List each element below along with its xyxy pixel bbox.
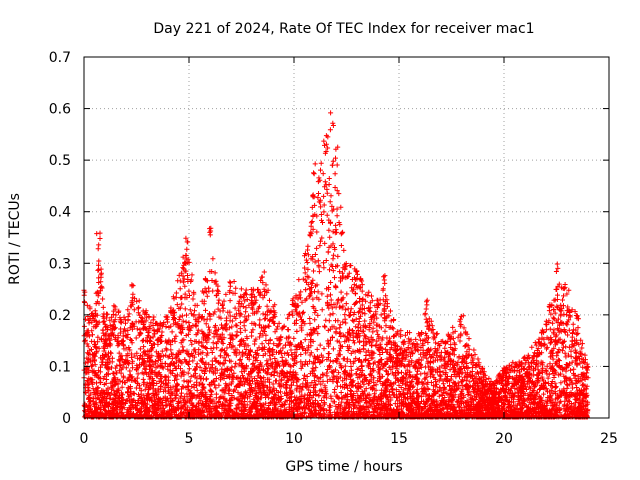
x-axis-label: GPS time / hours	[285, 459, 402, 475]
x-tick-label: 20	[495, 431, 513, 447]
y-tick-label: 0.4	[49, 205, 71, 221]
y-tick-label: 0.2	[49, 308, 71, 324]
y-tick-label: 0	[62, 411, 71, 427]
y-axis-label: ROTI / TECUs	[7, 193, 23, 285]
y-tick-label: 0.5	[49, 153, 71, 169]
axis-ticks: 0 5 10 15 20 25 0 0.1 0.2 0.3 0.4 0.5 0.6 0.7	[49, 50, 618, 447]
x-tick-label: 0	[80, 431, 89, 447]
y-tick-label: 0.6	[49, 102, 71, 118]
x-tick-label: 5	[185, 431, 194, 447]
y-tick-label: 0.1	[49, 359, 71, 375]
data-points	[81, 110, 591, 420]
y-tick-label: 0.7	[49, 50, 71, 66]
x-tick-label: 10	[285, 431, 303, 447]
y-tick-label: 0.3	[49, 256, 71, 272]
x-tick-label: 25	[600, 431, 618, 447]
roti-series-markers	[81, 110, 591, 420]
chart-title: Day 221 of 2024, Rate Of TEC Index for r…	[153, 21, 534, 37]
plot-frame	[83, 56, 610, 419]
x-tick-label: 15	[390, 431, 408, 447]
